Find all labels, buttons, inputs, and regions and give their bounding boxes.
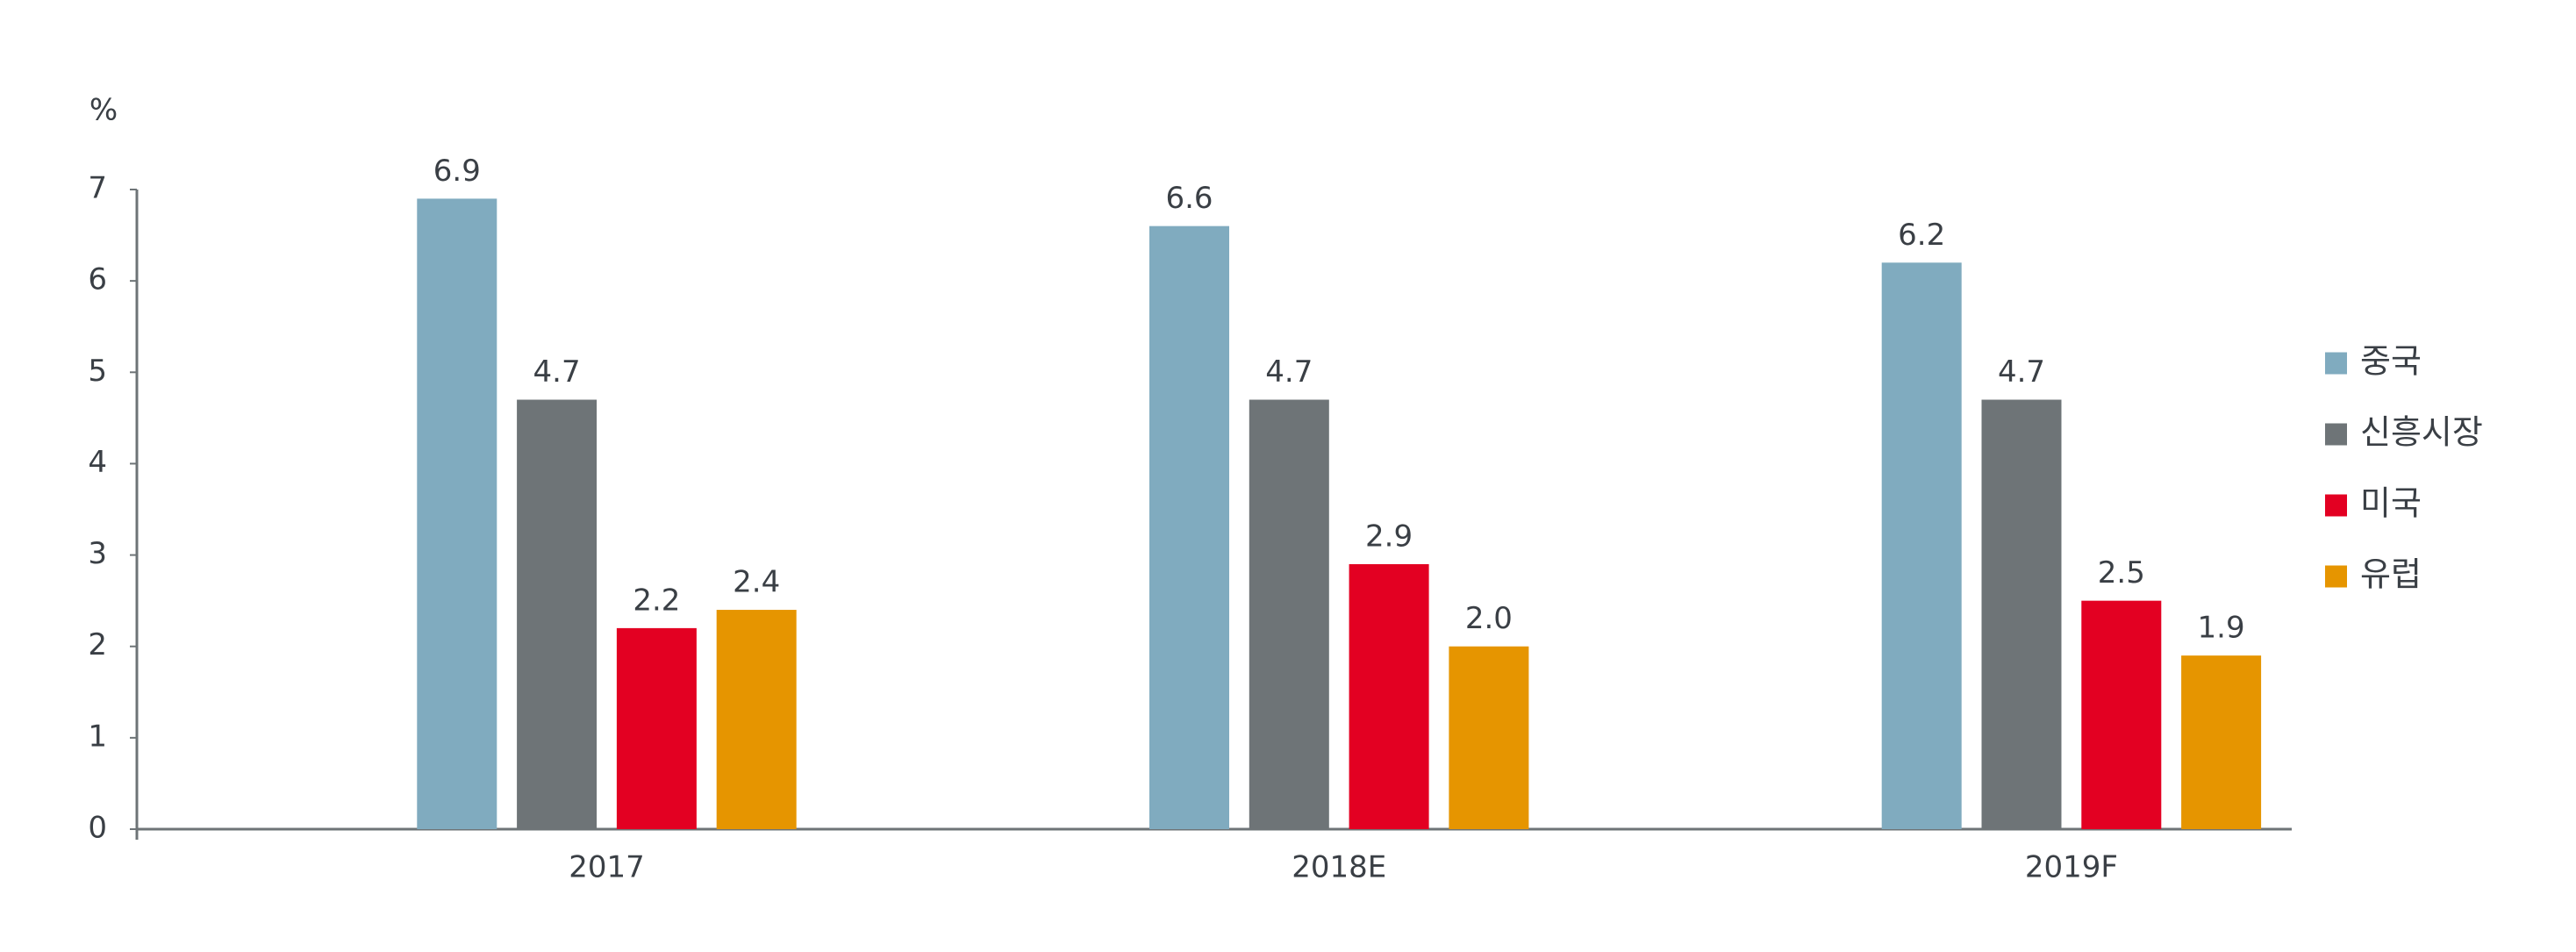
y-tick-label: 1 bbox=[88, 719, 107, 754]
value-label: 4.7 bbox=[1265, 354, 1313, 390]
y-unit: % bbox=[89, 93, 118, 128]
y-tick-label: 2 bbox=[88, 627, 107, 662]
value-label: 1.9 bbox=[2198, 611, 2245, 646]
value-label: 2.0 bbox=[1465, 601, 1513, 636]
legend-text: 미국 bbox=[2360, 484, 2422, 523]
legend-swatch bbox=[2325, 423, 2347, 446]
value-label: 6.2 bbox=[1898, 218, 1945, 253]
y-tick-label: 3 bbox=[88, 536, 107, 571]
value-label: 4.7 bbox=[533, 354, 581, 390]
bar bbox=[1981, 399, 2062, 829]
y-tick-label: 4 bbox=[88, 445, 107, 480]
legend-swatch bbox=[2325, 565, 2347, 588]
x-tick-label: 2017 bbox=[569, 850, 645, 885]
bar bbox=[2081, 600, 2162, 829]
bar bbox=[1449, 646, 1529, 829]
bar bbox=[716, 610, 797, 829]
value-label: 6.6 bbox=[1165, 181, 1213, 216]
bar bbox=[2181, 655, 2262, 829]
bar bbox=[616, 627, 697, 829]
value-label: 6.9 bbox=[433, 154, 481, 189]
bar bbox=[1149, 225, 1229, 830]
x-tick-label: 2018E bbox=[1292, 850, 1386, 885]
bar bbox=[417, 198, 497, 829]
bar bbox=[1249, 399, 1329, 829]
value-label: 2.9 bbox=[1365, 519, 1413, 554]
y-tick-label: 5 bbox=[88, 354, 107, 389]
bar bbox=[1349, 563, 1429, 829]
value-label: 2.2 bbox=[633, 583, 680, 618]
legend-swatch bbox=[2325, 352, 2347, 375]
legend-swatch bbox=[2325, 494, 2347, 517]
bar bbox=[517, 399, 597, 829]
x-tick-label: 2019F bbox=[2025, 850, 2118, 885]
value-label: 2.4 bbox=[733, 565, 780, 600]
bar bbox=[1881, 262, 1962, 829]
legend-text: 신흥시장 bbox=[2360, 413, 2483, 452]
legend-text: 유럽 bbox=[2360, 555, 2422, 594]
legend-text: 중국 bbox=[2360, 342, 2422, 381]
y-tick-label: 0 bbox=[88, 811, 107, 846]
y-tick-label: 6 bbox=[88, 262, 107, 297]
y-tick-label: 7 bbox=[88, 171, 107, 206]
value-label: 2.5 bbox=[2098, 555, 2145, 591]
value-label: 4.7 bbox=[1998, 354, 2045, 390]
